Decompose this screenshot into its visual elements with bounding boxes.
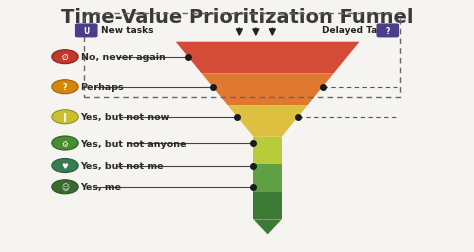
Polygon shape bbox=[176, 43, 359, 74]
Text: Perhaps: Perhaps bbox=[81, 83, 124, 92]
Text: ?: ? bbox=[386, 27, 390, 36]
FancyBboxPatch shape bbox=[376, 24, 399, 38]
Polygon shape bbox=[254, 192, 282, 219]
Text: ⚙: ⚙ bbox=[62, 139, 68, 148]
Text: Yes, but not me: Yes, but not me bbox=[81, 161, 164, 170]
Text: ?: ? bbox=[63, 83, 67, 92]
Text: ∅: ∅ bbox=[62, 53, 68, 62]
Circle shape bbox=[52, 159, 78, 173]
Circle shape bbox=[52, 80, 78, 94]
Circle shape bbox=[52, 50, 78, 65]
Text: Yes, but not anyone: Yes, but not anyone bbox=[81, 139, 187, 148]
Circle shape bbox=[52, 137, 78, 150]
Text: New tasks: New tasks bbox=[101, 25, 154, 35]
Text: Delayed Tasks: Delayed Tasks bbox=[322, 25, 394, 35]
Text: Yes, but not now: Yes, but not now bbox=[81, 113, 170, 122]
Circle shape bbox=[52, 110, 78, 124]
Polygon shape bbox=[228, 106, 308, 137]
Text: ☺: ☺ bbox=[61, 183, 69, 192]
Polygon shape bbox=[201, 74, 334, 106]
Text: No, never again: No, never again bbox=[81, 53, 165, 62]
Text: ♥: ♥ bbox=[62, 161, 68, 170]
Polygon shape bbox=[254, 137, 282, 165]
Polygon shape bbox=[254, 165, 282, 192]
Text: Time-Value Prioritization Funnel: Time-Value Prioritization Funnel bbox=[61, 8, 413, 26]
FancyBboxPatch shape bbox=[75, 24, 98, 38]
Text: Yes, me: Yes, me bbox=[81, 183, 121, 192]
Text: ‖: ‖ bbox=[63, 113, 67, 122]
Polygon shape bbox=[254, 219, 282, 234]
Circle shape bbox=[52, 180, 78, 194]
Text: U: U bbox=[83, 27, 89, 36]
